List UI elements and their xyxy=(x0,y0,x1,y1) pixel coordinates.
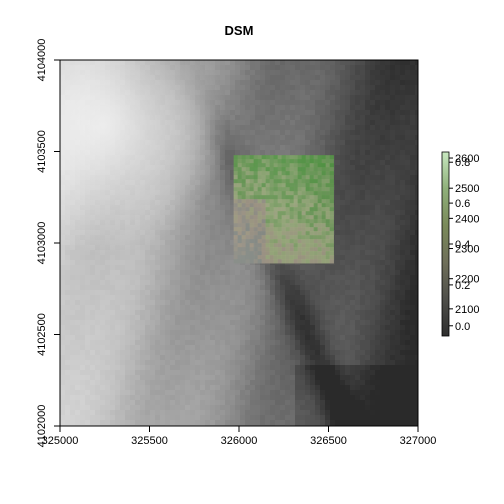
chart-title: DSM xyxy=(225,23,254,38)
dsm-raster xyxy=(60,60,418,426)
